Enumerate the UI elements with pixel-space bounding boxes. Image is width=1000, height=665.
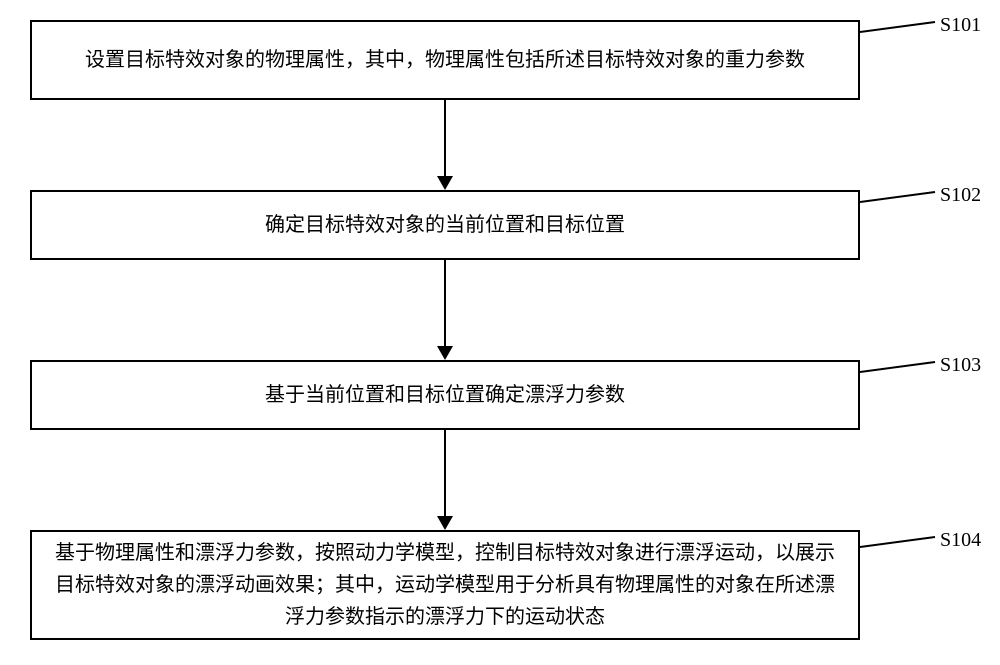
arrow-head-1 xyxy=(437,176,453,190)
arrow-head-3 xyxy=(437,516,453,530)
step-label-s104: S104 xyxy=(940,529,981,552)
flow-box-s104-text: 基于物理属性和漂浮力参数，按照动力学模型，控制目标特效对象进行漂浮运动，以展示目… xyxy=(52,537,838,633)
arrow-head-2 xyxy=(437,346,453,360)
lead-line-s104 xyxy=(860,533,938,553)
flow-box-s101: 设置目标特效对象的物理属性，其中，物理属性包括所述目标特效对象的重力参数 xyxy=(30,20,860,100)
lead-line-s103 xyxy=(860,358,938,378)
lead-line-s102 xyxy=(860,188,938,208)
flow-box-s104: 基于物理属性和漂浮力参数，按照动力学模型，控制目标特效对象进行漂浮运动，以展示目… xyxy=(30,530,860,640)
step-label-s103: S103 xyxy=(940,354,981,377)
flow-box-s103-text: 基于当前位置和目标位置确定漂浮力参数 xyxy=(265,379,625,411)
lead-line-s101 xyxy=(860,18,938,38)
flowchart-container: 设置目标特效对象的物理属性，其中，物理属性包括所述目标特效对象的重力参数 S10… xyxy=(0,0,1000,665)
arrow-line-1 xyxy=(444,100,446,176)
flow-box-s103: 基于当前位置和目标位置确定漂浮力参数 xyxy=(30,360,860,430)
flow-box-s102-text: 确定目标特效对象的当前位置和目标位置 xyxy=(265,209,625,241)
flow-box-s102: 确定目标特效对象的当前位置和目标位置 xyxy=(30,190,860,260)
step-label-s101: S101 xyxy=(940,14,981,37)
flow-box-s101-text: 设置目标特效对象的物理属性，其中，物理属性包括所述目标特效对象的重力参数 xyxy=(85,44,805,76)
step-label-s102: S102 xyxy=(940,184,981,207)
arrow-line-2 xyxy=(444,260,446,346)
arrow-line-3 xyxy=(444,430,446,516)
